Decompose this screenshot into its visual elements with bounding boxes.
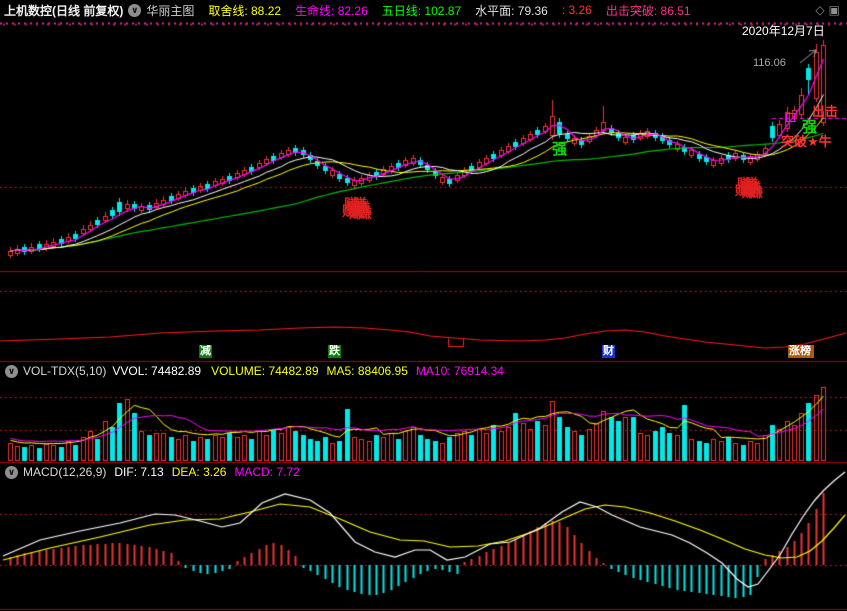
macd-macd: MACD: 7.72 <box>234 465 300 479</box>
vol-ma10: MA10: 76914.34 <box>415 364 504 378</box>
indicator-wuri: 五日线: 102.87 <box>381 3 462 18</box>
mid-label-die: 跌 <box>328 345 341 358</box>
mid-label-jian: 减 <box>199 345 212 358</box>
chevron-down-icon[interactable]: ∨ <box>5 364 18 378</box>
vol-vvol: VVOL: 74482.89 <box>112 364 202 378</box>
indicator-chuji-tupo: 出击突破: 86.51 <box>605 3 691 18</box>
window-layout-icon[interactable]: ▣ <box>828 3 844 17</box>
vol-volume: VOLUME: 74482.89 <box>211 364 319 378</box>
annotation-cluster-left: 赚赚 <box>344 196 367 212</box>
vol-ma5: MA5: 88406.95 <box>326 364 408 378</box>
volume-panel-header: ∨ VOL-TDX(5,10) VVOL: 74482.89 VOLUME: 7… <box>0 362 847 380</box>
stock-title: 上机数控(日线 前复权) <box>4 3 124 18</box>
macd-indicator-name: MACD(12,26,9) <box>23 465 107 479</box>
price-callout: 116.06 <box>753 57 786 69</box>
vol-indicator-name: VOL-TDX(5,10) <box>23 364 107 378</box>
top-indicator-bar: 上机数控(日线 前复权) ∨ 华丽主图 取舍线: 88.22 生命线: 82.2… <box>0 0 847 20</box>
macd-dea: DEA: 3.26 <box>171 465 227 479</box>
annotation-cluster-right: 赚赚 <box>737 176 758 191</box>
attack-level-marker-square <box>786 113 795 122</box>
annotation-qiang-mid: 强 <box>552 141 568 158</box>
indicator-shuipingmian: 水平面: 79.36 <box>475 3 548 18</box>
mid-label-zhangbang: 涨榜 <box>788 345 814 358</box>
mid-label-cai: 财 <box>602 345 615 358</box>
annotation-chuji: 出击 <box>812 104 839 119</box>
window-corner-icons: ◇▣ <box>815 3 844 17</box>
chevron-down-icon[interactable]: ∨ <box>128 3 142 17</box>
chevron-down-icon[interactable]: ∨ <box>5 465 18 479</box>
diamond-icon[interactable]: ◇ <box>815 3 829 17</box>
annotation-tupo-niu: 突破★牛 <box>781 134 832 149</box>
main-view-name: 华丽主图 <box>146 3 195 18</box>
indicator-shengming: 生命线: 82.26 <box>295 3 368 18</box>
annotation-qiang-right: 强 <box>802 119 818 136</box>
macd-dif: DIF: 7.13 <box>114 465 164 479</box>
indicator-qushe: 取舍线: 88.22 <box>208 3 282 18</box>
cursor-date-label: 2020年12月7日 <box>742 24 825 38</box>
macd-panel-header: ∨ MACD(12,26,9) DIF: 7.13 DEA: 3.26 MACD… <box>0 464 847 480</box>
indicator-unnamed-red: : 3.26 <box>561 3 592 17</box>
